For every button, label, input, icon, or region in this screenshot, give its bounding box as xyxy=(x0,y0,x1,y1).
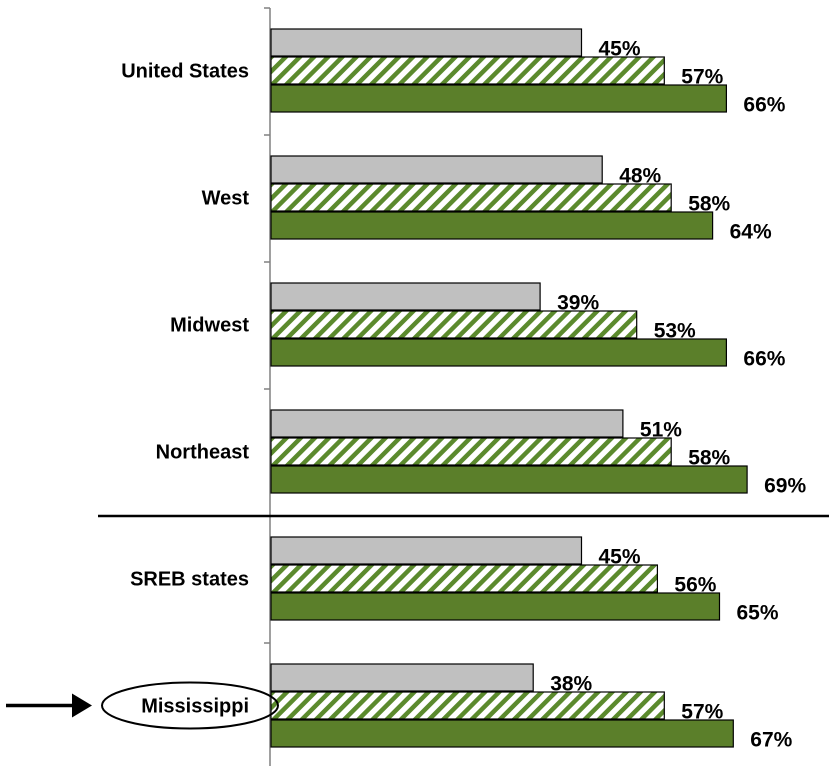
bar xyxy=(270,183,672,212)
bar xyxy=(270,155,603,184)
highlight-arrow-icon xyxy=(72,693,92,718)
bar xyxy=(270,84,727,113)
highlight-ellipse xyxy=(101,681,279,730)
data-label: 48% xyxy=(619,165,661,188)
bar xyxy=(270,564,658,593)
data-label: 67% xyxy=(750,729,792,752)
data-label: 66% xyxy=(743,94,785,117)
bar xyxy=(270,409,624,438)
data-label: 45% xyxy=(599,546,641,569)
data-label: 38% xyxy=(550,673,592,696)
data-label: 56% xyxy=(674,574,716,597)
bar xyxy=(270,592,721,621)
data-label: 39% xyxy=(557,292,599,315)
category-label: United States xyxy=(121,61,249,83)
category-label: West xyxy=(202,188,250,210)
bar xyxy=(270,310,638,339)
data-label: 58% xyxy=(688,193,730,216)
category-label: Midwest xyxy=(170,315,249,337)
bar xyxy=(270,465,748,494)
category-label: SREB states xyxy=(130,569,249,591)
data-label: 45% xyxy=(599,38,641,61)
bar xyxy=(270,691,665,720)
data-label: 53% xyxy=(654,320,696,343)
data-label: 65% xyxy=(737,602,779,625)
bar xyxy=(270,338,727,367)
bar xyxy=(270,437,672,466)
data-label: 58% xyxy=(688,447,730,470)
data-label: 69% xyxy=(764,475,806,498)
data-label: 64% xyxy=(730,221,772,244)
bar xyxy=(270,536,583,565)
bar xyxy=(270,28,583,57)
bar xyxy=(270,663,534,692)
data-label: 57% xyxy=(681,66,723,89)
data-label: 51% xyxy=(640,419,682,442)
bar xyxy=(270,56,665,85)
data-label: 57% xyxy=(681,701,723,724)
bar xyxy=(270,211,714,240)
bar xyxy=(270,282,541,311)
data-label: 66% xyxy=(743,348,785,371)
category-label: Mississippi xyxy=(141,696,249,718)
category-label: Northeast xyxy=(156,442,250,464)
bar xyxy=(270,719,734,748)
